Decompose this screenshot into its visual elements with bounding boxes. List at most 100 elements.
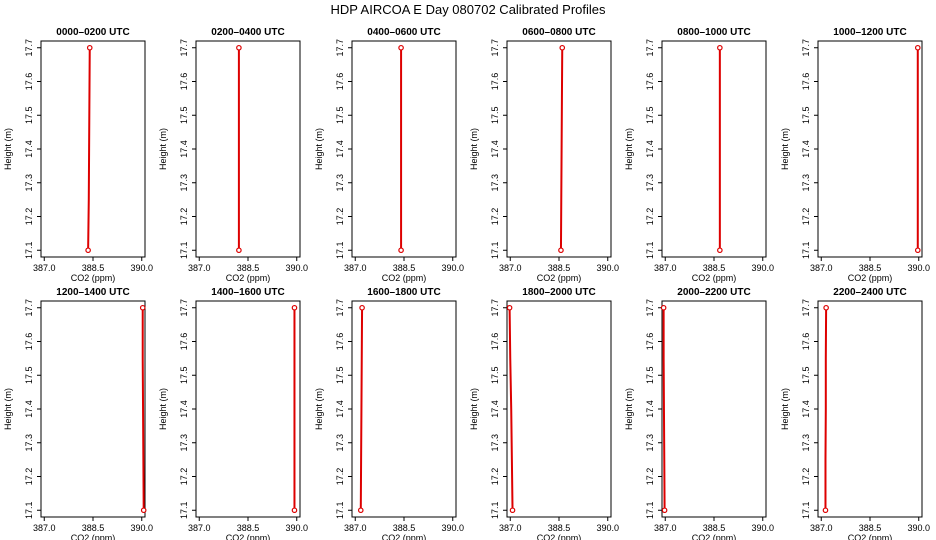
y-tick-label: 17.5: [24, 366, 34, 384]
y-tick-label: 17.2: [179, 468, 189, 486]
profile-endpoint: [661, 507, 668, 514]
x-tick-label: 390.0: [751, 263, 774, 273]
profile-endpoint: [291, 304, 298, 311]
x-tick-label: 387.0: [654, 523, 677, 533]
x-tick-label: 387.0: [344, 263, 367, 273]
y-tick-label: 17.4: [645, 400, 655, 418]
profile-line: [508, 307, 514, 511]
y-tick-label: 17.2: [801, 468, 811, 486]
y-tick-label: 17.4: [179, 400, 189, 418]
y-tick-label: 17.4: [490, 140, 500, 158]
plot-frame: [817, 300, 923, 518]
y-tick-label: 17.2: [24, 208, 34, 226]
profile-line: [662, 307, 666, 511]
plot-frame: [351, 300, 457, 518]
y-tick-label: 17.6: [490, 333, 500, 351]
profile-line: [87, 47, 91, 251]
profile-panel: 1400–1600 UTC 387.0 388.5 390.0 17.1 17.2 17.3…: [158, 287, 308, 540]
x-tick-label: 388.5: [237, 523, 260, 533]
panel-title: 0600–0800 UTC: [522, 27, 595, 38]
x-tick-label: 390.0: [285, 263, 308, 273]
y-tick-label: 17.7: [179, 299, 189, 317]
y-tick-label: 17.4: [801, 400, 811, 418]
y-axis-label: Height (m): [469, 388, 479, 430]
y-tick-label: 17.7: [490, 299, 500, 317]
y-tick-label: 17.5: [801, 106, 811, 124]
y-tick-label: 17.6: [24, 333, 34, 351]
profile-endpoint: [509, 507, 516, 514]
y-axis-label: Height (m): [158, 388, 168, 430]
y-tick-label: 17.6: [801, 333, 811, 351]
profile-endpoint: [236, 247, 242, 254]
x-tick-label: 387.0: [33, 523, 56, 533]
x-tick-label: 390.0: [751, 523, 774, 533]
y-tick-label: 17.7: [645, 299, 655, 317]
plot-frame: [661, 40, 767, 258]
plot-frame: [661, 300, 767, 518]
profile-endpoint: [139, 304, 146, 311]
profile-endpoint: [506, 304, 513, 311]
profile-endpoint: [914, 247, 921, 254]
plot-frame: [195, 300, 301, 518]
x-tick-label: 390.0: [130, 523, 153, 533]
x-tick-label: 390.0: [441, 523, 464, 533]
plot-frame: [40, 40, 146, 258]
profile-endpoint: [85, 247, 91, 254]
profile-panel: 2200–2400 UTC 387.0 388.5 390.0 17.1 17.2 17.3…: [780, 287, 930, 540]
y-tick-label: 17.3: [335, 174, 345, 192]
y-tick-label: 17.5: [645, 106, 655, 124]
profile-endpoint: [140, 507, 147, 514]
y-tick-label: 17.7: [179, 39, 189, 57]
x-tick-label: 390.0: [596, 523, 619, 533]
profile-endpoint: [823, 304, 829, 311]
y-tick-label: 17.4: [335, 140, 345, 158]
panel-title: 0000–0200 UTC: [56, 27, 129, 38]
y-tick-label: 17.3: [24, 174, 34, 192]
x-tick-label: 388.5: [393, 263, 416, 273]
y-tick-label: 17.7: [335, 39, 345, 57]
y-tick-label: 17.3: [801, 174, 811, 192]
y-tick-label: 17.3: [179, 434, 189, 452]
y-tick-label: 17.1: [179, 501, 189, 519]
plot-frame: [195, 40, 301, 258]
profile-endpoint: [822, 507, 829, 514]
profile-endpoint: [914, 44, 921, 51]
x-axis-label: CO2 (ppm): [382, 533, 427, 540]
y-tick-label: 17.6: [335, 333, 345, 351]
y-tick-label: 17.4: [801, 140, 811, 158]
y-tick-label: 17.2: [24, 468, 34, 486]
panel-title: 0400–0600 UTC: [367, 27, 440, 38]
y-tick-label: 17.7: [24, 39, 34, 57]
y-tick-label: 17.7: [335, 299, 345, 317]
y-tick-label: 17.1: [801, 241, 811, 259]
y-tick-label: 17.2: [645, 208, 655, 226]
x-axis-label: CO2 (ppm): [71, 533, 116, 540]
x-axis-label: CO2 (ppm): [848, 533, 893, 540]
profile-panel: 1800–2000 UTC 387.0 388.5 390.0 17.1 17.2 17.3…: [469, 287, 619, 540]
y-tick-label: 17.7: [801, 39, 811, 57]
y-axis-label: Height (m): [314, 388, 324, 430]
y-tick-label: 17.3: [179, 174, 189, 192]
y-tick-label: 17.2: [179, 208, 189, 226]
y-tick-label: 17.7: [24, 299, 34, 317]
y-tick-label: 17.1: [335, 241, 345, 259]
y-tick-label: 17.4: [490, 400, 500, 418]
y-tick-label: 17.1: [24, 241, 34, 259]
y-axis-label: Height (m): [624, 128, 634, 170]
y-axis-label: Height (m): [780, 388, 790, 430]
profile-panel: 0400–0600 UTC 387.0 388.5 390.0 17.1 17.2 17.3…: [314, 27, 464, 283]
y-tick-label: 17.2: [490, 208, 500, 226]
panel-title: 1800–2000 UTC: [522, 287, 595, 298]
x-tick-label: 388.5: [82, 263, 105, 273]
profile-endpoint: [398, 44, 404, 51]
x-tick-label: 387.0: [499, 523, 522, 533]
y-axis-label: Height (m): [158, 128, 168, 170]
y-tick-label: 17.2: [801, 208, 811, 226]
profile-line: [559, 47, 564, 251]
profile-panel: 0200–0400 UTC 387.0 388.5 390.0 17.1 17.2 17.3…: [158, 27, 308, 283]
panel-title: 0800–1000 UTC: [677, 27, 750, 38]
profile-panel: 1600–1800 UTC 387.0 388.5 390.0 17.1 17.2 17.3…: [314, 287, 464, 540]
y-tick-label: 17.4: [179, 140, 189, 158]
y-tick-label: 17.6: [645, 73, 655, 91]
y-tick-label: 17.5: [490, 366, 500, 384]
